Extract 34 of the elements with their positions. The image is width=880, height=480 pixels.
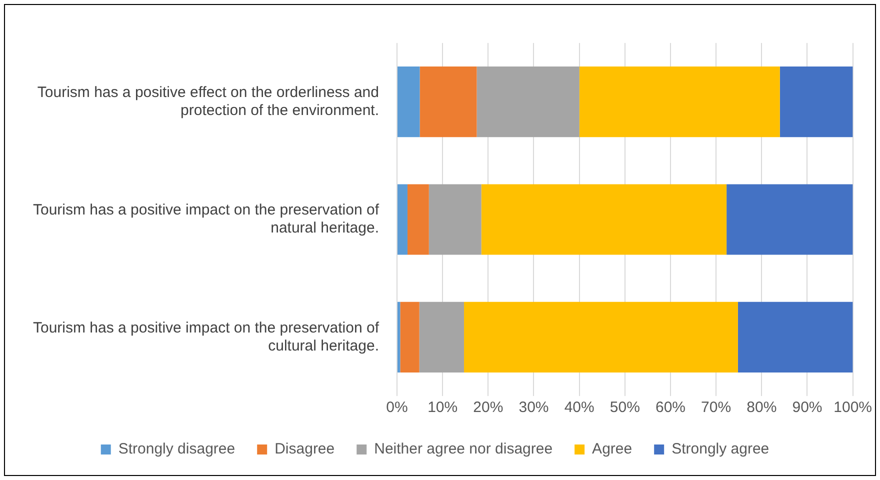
bar: [726, 184, 853, 255]
y-tick-label: Tourism has a positive impact on the preservation of natural heritage.: [32, 202, 380, 237]
legend-label: Neither agree nor disagree: [374, 440, 553, 458]
bar: [428, 184, 482, 255]
x-tick-label: 40%: [564, 399, 594, 416]
x-tick-label: 100%: [834, 399, 872, 416]
bar: [481, 184, 727, 255]
legend-label: Strongly agree: [672, 440, 770, 458]
x-tick-label: 0%: [386, 399, 408, 416]
bar: [398, 66, 420, 138]
bar: [738, 302, 853, 372]
legend-label: Strongly disagree: [118, 440, 236, 458]
x-tick-label: 10%: [428, 399, 458, 416]
y-tick-label: Tourism has a positive effect on the orderliness and protection of the environment.: [37, 84, 380, 119]
bar: [400, 302, 420, 372]
y-tick-label: Tourism has a positive impact on the preservation of cultural heritage.: [32, 319, 380, 354]
bar: [476, 66, 580, 138]
legend-label: Disagree: [274, 440, 335, 458]
x-tick-label: 20%: [473, 399, 504, 416]
x-tick-label: 50%: [610, 399, 640, 416]
x-tick-label: 60%: [655, 399, 686, 416]
bar: [407, 184, 429, 255]
x-tick-label: 80%: [746, 399, 777, 416]
bar: [419, 302, 464, 372]
bar: [420, 66, 477, 138]
bar: [398, 184, 408, 255]
x-tick-label: 90%: [792, 399, 822, 416]
bar: [398, 302, 400, 372]
bar: [579, 66, 780, 138]
legend-label: Agree: [592, 440, 632, 458]
bar: [780, 66, 853, 138]
x-tick-label: 70%: [701, 399, 732, 416]
bar: [464, 302, 738, 372]
x-tick-label: 30%: [518, 399, 549, 416]
